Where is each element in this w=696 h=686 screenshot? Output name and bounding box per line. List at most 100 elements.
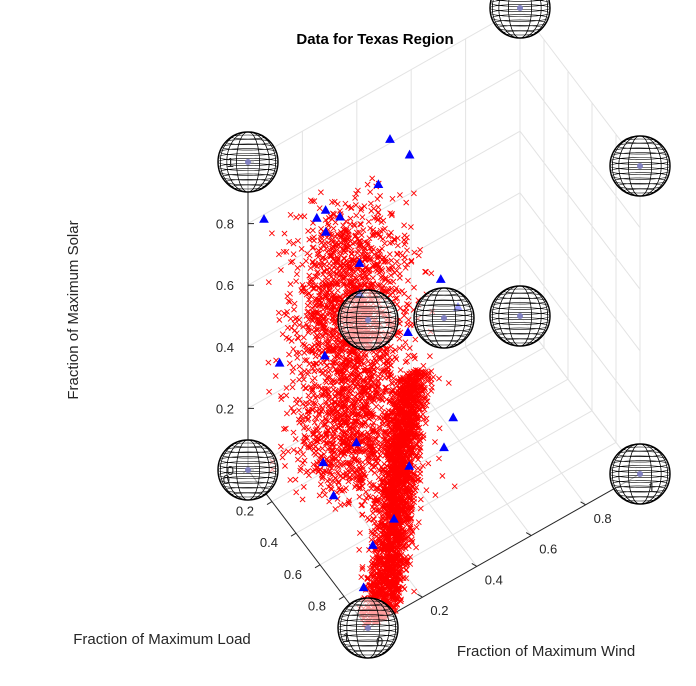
- observation-point: [330, 247, 337, 254]
- observation-point: [436, 455, 442, 462]
- observation-point: [382, 345, 389, 352]
- observation-point: [391, 583, 398, 590]
- observation-point: [335, 282, 341, 289]
- observation-point: [319, 418, 325, 425]
- observation-point: [404, 321, 411, 328]
- grid-line: [247, 7, 521, 163]
- observation-point: [367, 200, 374, 207]
- x-tick-mark: [266, 501, 273, 506]
- observation-point: [313, 407, 320, 414]
- observation-point: [320, 487, 327, 494]
- observation-point: [352, 239, 358, 246]
- observation-point: [343, 227, 349, 234]
- selected-point: [448, 412, 459, 422]
- observation-point: [385, 288, 391, 294]
- observation-point: [361, 367, 368, 374]
- observation-point: [411, 499, 418, 506]
- observation-point: [321, 261, 328, 268]
- observation-point: [342, 274, 348, 281]
- observation-point: [400, 393, 407, 400]
- observation-point: [290, 378, 296, 385]
- observation-point: [352, 376, 359, 383]
- observation-point: [290, 240, 297, 247]
- observation-point: [401, 254, 408, 261]
- observation-point: [381, 225, 388, 232]
- observation-point: [329, 359, 336, 366]
- observation-point: [405, 277, 411, 284]
- observation-point: [290, 346, 297, 352]
- observation-point: [373, 485, 380, 492]
- observation-point: [347, 279, 354, 286]
- observation-point: [310, 361, 317, 368]
- observation-point: [295, 237, 301, 244]
- observation-point: [369, 175, 376, 182]
- observation-point: [355, 485, 362, 492]
- observation-point: [388, 444, 395, 451]
- observation-point: [350, 398, 357, 405]
- observation-point: [339, 231, 346, 238]
- observation-point: [359, 275, 366, 282]
- observation-point: [407, 224, 414, 230]
- observation-point: [423, 268, 429, 275]
- observation-point: [411, 422, 418, 429]
- observation-point: [339, 263, 346, 270]
- observation-point: [324, 304, 331, 311]
- observation-point: [342, 357, 348, 364]
- observation-point: [375, 431, 382, 438]
- observation-point: [369, 428, 376, 435]
- observation-point: [330, 276, 337, 282]
- observation-point: [349, 364, 356, 371]
- observation-point: [313, 438, 320, 445]
- observation-point: [325, 390, 332, 397]
- observation-point: [379, 235, 386, 242]
- observation-point: [394, 235, 401, 242]
- observation-point: [312, 414, 319, 421]
- observation-point: [379, 519, 386, 526]
- observation-point: [375, 414, 382, 421]
- sphere: [337, 289, 399, 351]
- observation-point: [388, 212, 395, 219]
- observation-point: [395, 263, 402, 270]
- observation-point: [305, 411, 312, 418]
- observation-point: [371, 215, 378, 222]
- observation-point: [331, 319, 338, 326]
- observation-point: [289, 368, 296, 375]
- observation-point: [411, 249, 418, 256]
- observation-point: [375, 204, 382, 211]
- observation-point: [305, 444, 312, 451]
- observation-point: [432, 492, 439, 499]
- observation-point: [426, 353, 433, 360]
- observation-point: [372, 382, 379, 389]
- observation-point: [334, 287, 341, 294]
- observation-point: [367, 360, 374, 367]
- observation-point: [408, 405, 415, 412]
- observation-point: [318, 234, 324, 241]
- observation-point: [305, 316, 312, 323]
- observation-point: [344, 264, 351, 271]
- observation-point: [368, 282, 375, 289]
- observation-point: [348, 419, 355, 426]
- observation-point: [451, 483, 458, 490]
- observation-point: [401, 383, 408, 390]
- observation-point: [338, 415, 345, 422]
- observation-point: [317, 481, 324, 488]
- x-tick-label: 0.2: [236, 504, 254, 519]
- observation-point: [377, 348, 384, 355]
- observation-point: [340, 222, 347, 229]
- observation-point: [397, 367, 404, 373]
- observation-point: [423, 398, 430, 405]
- observation-point: [347, 390, 354, 397]
- observation-point: [275, 309, 282, 316]
- observation-point: [331, 416, 338, 423]
- observation-point: [283, 248, 290, 255]
- observation-point: [300, 451, 307, 458]
- observation-point: [300, 284, 307, 291]
- observation-point: [388, 257, 395, 264]
- observation-point: [365, 460, 372, 467]
- observation-point: [319, 385, 325, 392]
- observation-point: [374, 359, 380, 366]
- observation-point: [352, 194, 359, 201]
- observation-point: [350, 407, 356, 414]
- observation-point: [361, 282, 368, 289]
